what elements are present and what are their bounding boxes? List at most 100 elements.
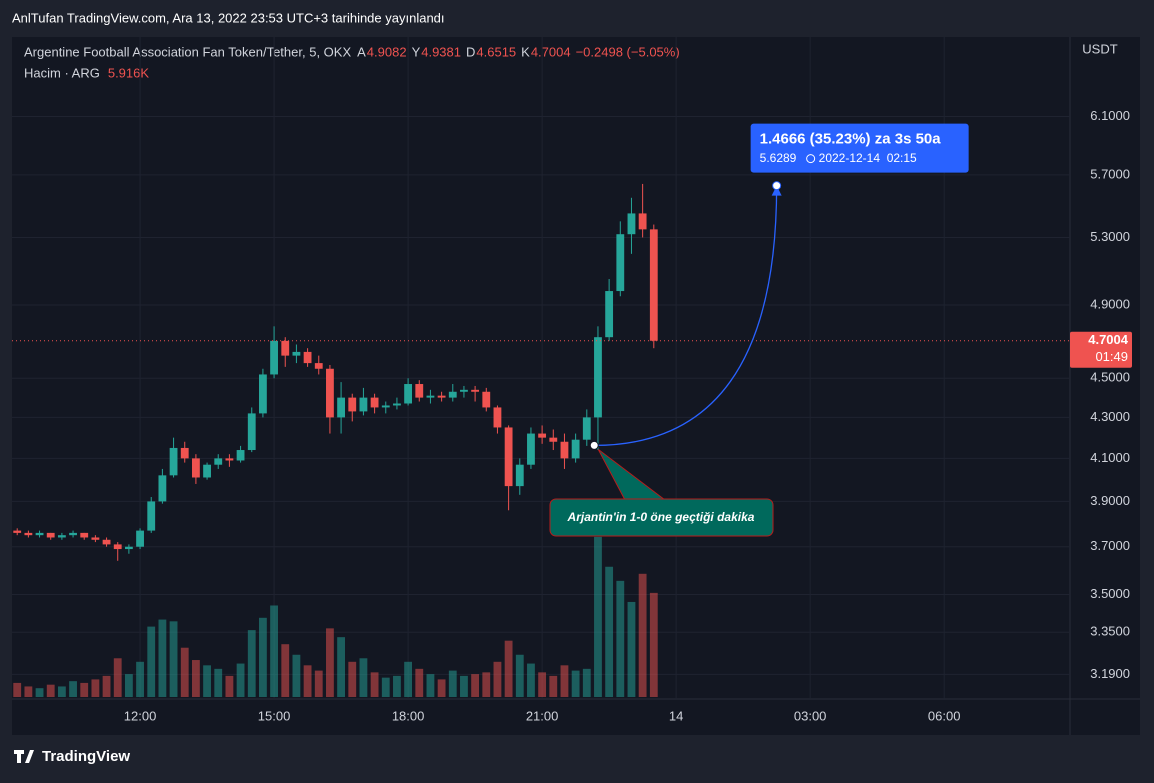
candle-body	[80, 532, 89, 538]
candle-body	[437, 395, 446, 398]
candle-body	[180, 447, 189, 459]
candle-body	[404, 384, 413, 404]
projection-end	[772, 181, 782, 191]
currency: USDT	[1082, 41, 1117, 56]
volume-bar	[515, 654, 524, 697]
volume-bar	[259, 617, 267, 697]
candle-body	[314, 363, 323, 369]
volume-bar	[326, 628, 334, 697]
volume-bar	[616, 580, 625, 697]
volume-bar	[35, 688, 44, 697]
candle-body	[214, 458, 223, 465]
volume-bar	[460, 675, 468, 697]
legend-title: Argentine Football Association Fan Token…	[24, 44, 351, 59]
candle-body	[24, 532, 33, 536]
candle-body	[136, 530, 144, 547]
volume-bar	[24, 686, 33, 697]
candle-body	[292, 351, 301, 356]
y-tick-label: 3.3500	[1090, 624, 1130, 639]
candle-body	[236, 450, 245, 461]
candle-body	[504, 427, 513, 487]
legend-key: A	[357, 44, 366, 59]
annotation-text: Arjantin'in 1-0 öne geçtiği dakika	[567, 510, 755, 524]
candle-body	[549, 437, 558, 442]
projection-time: 2022-12-14 02:15	[819, 151, 917, 165]
legend-key: D	[466, 44, 475, 59]
legend-change: −0.2498 (−5.05%)	[576, 44, 680, 59]
candle-body	[627, 213, 636, 235]
clock-icon	[806, 154, 816, 164]
candle-body	[337, 397, 345, 418]
footer-brand: TradingView	[42, 748, 130, 765]
volume-bar	[270, 605, 278, 697]
legend-key: K	[521, 44, 530, 59]
x-tick-label: 15:00	[258, 708, 291, 723]
volume-bar	[493, 661, 502, 697]
candle-body	[259, 374, 267, 414]
volume-bar	[370, 672, 379, 697]
volume-bar	[594, 536, 602, 697]
volume-bar	[147, 626, 156, 697]
x-tick-label: 06:00	[928, 708, 961, 723]
volume-bar	[393, 675, 401, 697]
y-tick-label: 4.3000	[1090, 409, 1130, 424]
candle-body	[225, 458, 234, 461]
projection-start	[589, 440, 599, 450]
volume-bar	[426, 674, 435, 697]
candle-body	[616, 234, 625, 292]
x-tick-label: 21:00	[526, 708, 559, 723]
chart-pane	[12, 37, 1140, 735]
volume-bar	[527, 663, 535, 697]
volume-bar	[649, 592, 658, 697]
candle-body	[102, 539, 111, 545]
candle-body	[13, 530, 22, 533]
legend-value: 4.9082	[367, 44, 407, 59]
last-price-tag	[1070, 331, 1132, 368]
candle-body	[638, 213, 647, 230]
projection-curve	[594, 185, 778, 447]
candle-body	[348, 397, 357, 412]
volume-bar	[203, 665, 211, 697]
candle-body	[538, 433, 547, 438]
candle-body	[571, 439, 580, 459]
projection-label: 1.4666 (35.23%) za 3s 50a	[760, 131, 942, 148]
candle-body	[381, 405, 390, 408]
candle-body	[147, 501, 156, 531]
x-tick-label: 18:00	[392, 708, 425, 723]
candle-body	[158, 475, 167, 502]
candle-body	[649, 229, 658, 341]
volume-bar	[549, 675, 558, 697]
volume-bar	[348, 661, 357, 697]
volume-legend-value: 5.916K	[108, 65, 150, 80]
y-tick-label: 4.9000	[1090, 296, 1130, 311]
candle-body	[69, 532, 77, 536]
volume-bar	[102, 675, 111, 697]
volume-bar	[538, 672, 547, 697]
candle-body	[448, 391, 457, 398]
y-tick-label: 3.1900	[1090, 666, 1130, 681]
volume-bar	[136, 661, 144, 697]
volume-bar	[404, 661, 413, 697]
countdown-label: 01:49	[1095, 349, 1128, 364]
y-tick-label: 4.5000	[1090, 370, 1130, 385]
volume-bar	[292, 654, 301, 697]
candle-body	[393, 403, 401, 406]
y-tick-label: 5.3000	[1090, 229, 1130, 244]
volume-bar	[560, 665, 569, 697]
x-tick-label: 12:00	[124, 708, 157, 723]
candle-body	[281, 340, 290, 356]
candle-body	[482, 391, 491, 408]
volume-bar	[180, 647, 189, 697]
volume-bar	[13, 682, 22, 697]
volume-bar	[381, 677, 390, 697]
legend-value: 4.6515	[476, 44, 516, 59]
projection-arrowhead	[771, 185, 782, 196]
volume-bar	[303, 665, 312, 697]
volume-bar	[359, 658, 368, 697]
annotation-box	[549, 498, 774, 537]
volume-bar	[225, 675, 234, 697]
candle-body	[515, 464, 524, 487]
y-tick-label: 5.7000	[1090, 166, 1130, 181]
footer-logo: TradingView	[14, 748, 130, 765]
